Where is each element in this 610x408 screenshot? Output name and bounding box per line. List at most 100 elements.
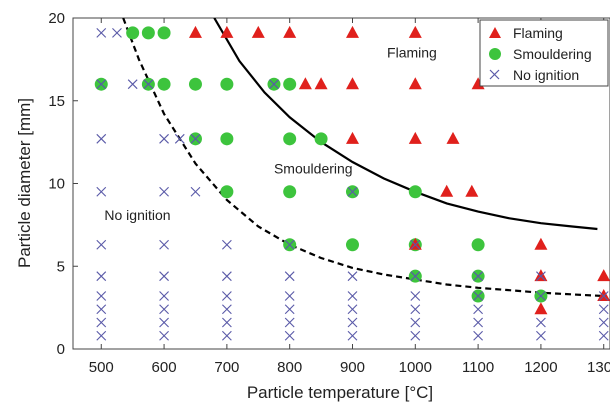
legend-no-ignition-marker xyxy=(489,69,500,80)
no-ignition-point xyxy=(410,239,421,250)
no-ignition-point xyxy=(410,317,421,328)
no-ignition-point xyxy=(284,239,295,250)
x-tick-label: 500 xyxy=(89,359,114,376)
no-ignition-point xyxy=(347,330,358,341)
no-ignition-point xyxy=(284,291,295,301)
smouldering-point xyxy=(220,185,234,199)
boundary-curves xyxy=(122,18,604,298)
no-ignition-point xyxy=(96,186,107,197)
x-tick-label: 1000 xyxy=(399,359,432,376)
no-ignition-point xyxy=(269,79,279,90)
flaming-point xyxy=(220,25,234,38)
y-tick-label: 10 xyxy=(48,176,65,193)
no-ignition-point xyxy=(159,291,169,301)
no-ignition-point xyxy=(159,271,169,282)
no-ignition-point xyxy=(284,330,295,341)
smouldering-point xyxy=(141,26,155,40)
region-label: Smouldering xyxy=(274,161,353,177)
no-ignition-point xyxy=(347,271,358,282)
boundary-curve-solid xyxy=(213,18,598,231)
no-ignition-point xyxy=(112,28,122,38)
no-ignition-point xyxy=(598,317,609,328)
no-ignition-point xyxy=(96,317,107,328)
no-ignition-point xyxy=(143,79,154,90)
smouldering-point xyxy=(220,132,234,146)
flaming-point xyxy=(440,184,454,197)
flaming-point xyxy=(314,77,328,90)
no-ignition-point xyxy=(96,330,107,341)
no-ignition-point xyxy=(96,291,107,301)
no-ignition-point xyxy=(473,291,483,301)
data-points xyxy=(94,25,610,341)
flaming-point xyxy=(188,25,202,38)
no-ignition-point xyxy=(347,317,358,328)
no-ignition-point xyxy=(284,317,295,328)
y-tick-label: 0 xyxy=(57,341,65,358)
smouldering-point xyxy=(471,238,485,252)
no-ignition-point xyxy=(347,186,358,197)
smouldering-point xyxy=(283,185,297,199)
no-ignition-point xyxy=(536,330,546,341)
flaming-point xyxy=(534,302,548,315)
no-ignition-point xyxy=(284,271,295,282)
flaming-point xyxy=(408,237,422,250)
no-ignition-point xyxy=(96,79,107,90)
flaming-point xyxy=(345,131,359,144)
y-tick-label: 20 xyxy=(48,10,65,27)
y-tick-label: 15 xyxy=(48,93,65,110)
flaming-point xyxy=(534,237,548,250)
legend-smouldering-label: Smouldering xyxy=(513,46,592,62)
no-ignition-point xyxy=(473,304,483,315)
no-ignition-point xyxy=(536,271,546,282)
x-axis-title: Particle temperature [°C] xyxy=(247,383,433,402)
no-ignition-point xyxy=(159,186,169,197)
no-ignition-point xyxy=(598,304,609,315)
no-ignition-point xyxy=(221,317,232,328)
no-ignition-point xyxy=(159,133,169,144)
flaming-point xyxy=(465,184,479,197)
no-ignition-point xyxy=(410,330,421,341)
no-ignition-point xyxy=(96,304,107,315)
no-ignition-point xyxy=(410,271,421,282)
flaming-point xyxy=(534,269,548,282)
smouldering-point xyxy=(408,185,422,199)
no-ignition-point xyxy=(410,291,421,301)
smouldering-point xyxy=(345,238,359,252)
flaming-point xyxy=(597,269,610,282)
no-ignition-point xyxy=(473,271,483,282)
no-ignition-point xyxy=(127,79,138,90)
legend-no-ignition-label: No ignition xyxy=(513,67,579,83)
x-tick-label: 900 xyxy=(340,359,365,376)
smouldering-point xyxy=(283,77,297,91)
x-tick-label: 1200 xyxy=(524,359,557,376)
no-ignition-point xyxy=(96,271,107,282)
region-annotations: Flaming Smouldering No ignition xyxy=(104,45,436,223)
flaming-point xyxy=(345,77,359,90)
no-ignition-point xyxy=(221,291,232,301)
no-ignition-point xyxy=(221,239,232,250)
no-ignition-point xyxy=(284,304,295,315)
no-ignition-point xyxy=(347,304,358,315)
no-ignition-point xyxy=(96,133,107,144)
no-ignition-point xyxy=(159,239,169,250)
region-label: Flaming xyxy=(387,45,437,61)
no-ignition-point xyxy=(221,271,232,282)
flaming-point xyxy=(345,25,359,38)
no-ignition-point xyxy=(598,330,609,341)
legend-smouldering-marker xyxy=(489,48,501,60)
smouldering-point xyxy=(188,77,202,91)
flaming-point xyxy=(408,25,422,38)
flaming-point xyxy=(597,289,610,302)
legend-box xyxy=(479,19,609,87)
no-ignition-point xyxy=(473,330,483,341)
flaming-point xyxy=(408,77,422,90)
legend: Flaming Smouldering No ignition xyxy=(479,19,609,87)
no-ignition-point xyxy=(536,317,546,328)
no-ignition-point xyxy=(159,304,169,315)
flaming-point xyxy=(251,25,265,38)
no-ignition-point xyxy=(159,330,169,341)
y-tick-label: 5 xyxy=(57,258,65,275)
no-ignition-point xyxy=(598,291,609,301)
